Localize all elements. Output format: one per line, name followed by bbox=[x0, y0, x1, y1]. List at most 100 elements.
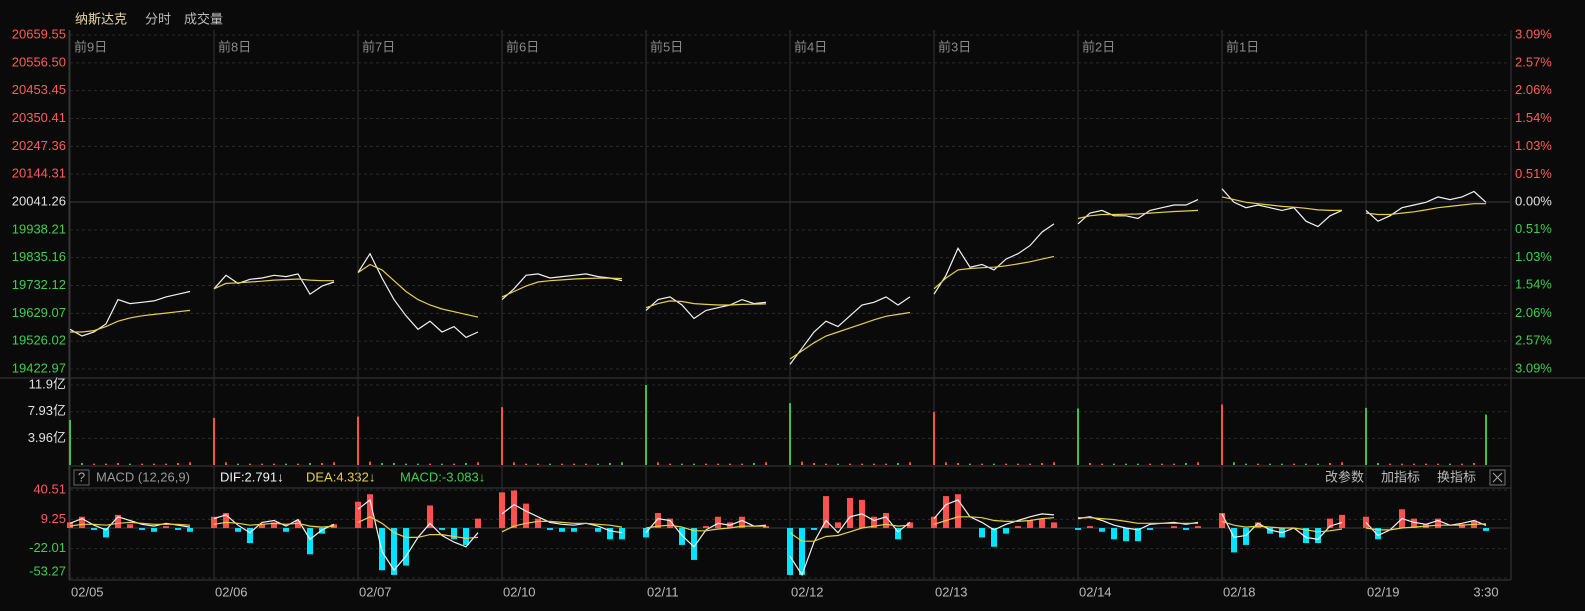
period-label: 前1日 bbox=[1226, 39, 1259, 54]
macd-bar bbox=[679, 528, 685, 545]
y2-tick-label: 2.06% bbox=[1515, 82, 1552, 97]
macd-bar bbox=[1375, 528, 1381, 540]
volume-bar bbox=[321, 462, 323, 465]
macd-bar bbox=[319, 528, 325, 534]
volume-bar bbox=[657, 462, 659, 465]
volume-bar bbox=[753, 462, 755, 465]
y-tick-label: 20041.26 bbox=[12, 193, 66, 208]
volume-bar bbox=[1365, 407, 1367, 465]
macd-bar bbox=[235, 528, 241, 532]
volume-bar bbox=[717, 463, 719, 465]
volume-bar bbox=[1041, 462, 1043, 465]
volume-bar bbox=[1137, 463, 1139, 465]
y-tick-label: 40.51 bbox=[33, 481, 66, 496]
volume-bar bbox=[681, 463, 683, 465]
volume-bar bbox=[861, 463, 863, 465]
macd-bar bbox=[523, 503, 529, 529]
volume-bar bbox=[1329, 462, 1331, 465]
macd-bar bbox=[931, 516, 937, 529]
volume-bar bbox=[1377, 462, 1379, 465]
macd-bar bbox=[1099, 528, 1105, 532]
y2-tick-label: 1.03% bbox=[1515, 138, 1552, 153]
tab[interactable]: 成交量 bbox=[184, 11, 223, 26]
macd-bar bbox=[655, 512, 661, 529]
macd-bar bbox=[823, 496, 829, 529]
y-tick-label: 20556.50 bbox=[12, 54, 66, 69]
help-button[interactable]: ? bbox=[78, 469, 85, 484]
volume-bar bbox=[309, 462, 311, 465]
macd-bar bbox=[607, 528, 613, 540]
y2-tick-label: 3.09% bbox=[1515, 26, 1552, 41]
macd-bar bbox=[1411, 518, 1417, 529]
volume-bar bbox=[1005, 463, 1007, 465]
volume-bar bbox=[417, 463, 419, 465]
macd-bar bbox=[1171, 526, 1177, 529]
y-tick-label: -22.01 bbox=[29, 540, 66, 555]
macd-bar bbox=[943, 496, 949, 529]
period-label: 前5日 bbox=[650, 39, 683, 54]
volume-bar bbox=[561, 463, 563, 465]
volume-bar bbox=[609, 462, 611, 465]
toolbar-button[interactable]: 改参数 bbox=[1325, 469, 1364, 484]
volume-bar bbox=[333, 462, 335, 465]
volume-bar bbox=[477, 462, 479, 465]
volume-bar bbox=[1389, 463, 1391, 465]
macd-bar bbox=[643, 528, 649, 538]
volume-bar bbox=[945, 462, 947, 465]
x-tick-label: 02/18 bbox=[1223, 584, 1256, 599]
volume-bar bbox=[1269, 463, 1271, 465]
macd-bar bbox=[1039, 518, 1045, 529]
volume-bar bbox=[525, 463, 527, 465]
macd-bar bbox=[355, 501, 361, 529]
volume-bar bbox=[897, 462, 899, 465]
toolbar-button[interactable]: 加指标 bbox=[1381, 469, 1420, 484]
volume-bar bbox=[189, 462, 191, 465]
macd-bar bbox=[1003, 528, 1009, 534]
volume-bar bbox=[621, 462, 623, 465]
macd-bar bbox=[403, 528, 409, 566]
volume-bar bbox=[1485, 414, 1487, 465]
volume-bar bbox=[1173, 463, 1175, 465]
macd-bar bbox=[811, 528, 817, 530]
macd-bar bbox=[163, 526, 169, 529]
macd-bar bbox=[1255, 522, 1261, 529]
close-box[interactable] bbox=[1489, 469, 1506, 486]
macd-bar bbox=[787, 528, 793, 575]
title: 纳斯达克 bbox=[75, 11, 127, 26]
volume-bar bbox=[69, 419, 71, 465]
macd-bar bbox=[1363, 516, 1369, 529]
macd-bar bbox=[547, 528, 553, 530]
period-label: 前8日 bbox=[218, 39, 251, 54]
macd-bar bbox=[223, 512, 229, 529]
toolbar-button[interactable]: 换指标 bbox=[1437, 469, 1476, 484]
macd-bar bbox=[115, 514, 121, 529]
volume-bar bbox=[873, 463, 875, 465]
volume-bar bbox=[1017, 463, 1019, 465]
volume-bar bbox=[1305, 463, 1307, 465]
close-button[interactable] bbox=[1489, 469, 1506, 486]
macd-bar bbox=[991, 528, 997, 547]
volume-bar bbox=[1101, 463, 1103, 465]
volume-bar bbox=[1125, 463, 1127, 465]
volume-bar bbox=[909, 462, 911, 465]
volume-bar bbox=[1257, 463, 1259, 465]
volume-bar bbox=[537, 463, 539, 465]
macd-bar bbox=[391, 528, 397, 575]
macd-bar bbox=[1267, 528, 1273, 534]
close-icon[interactable] bbox=[1492, 472, 1503, 483]
volume-bar bbox=[153, 463, 155, 465]
tab[interactable]: 分时 bbox=[145, 11, 171, 26]
macd-bar bbox=[439, 528, 445, 530]
period-label: 前6日 bbox=[506, 39, 539, 54]
volume-bar bbox=[1197, 462, 1199, 465]
macd-bar bbox=[847, 497, 853, 529]
y-tick-label: -53.27 bbox=[29, 563, 66, 578]
macd-bar bbox=[1339, 514, 1345, 529]
y-tick-label: 20350.41 bbox=[12, 110, 66, 125]
x-tick-label: 02/05 bbox=[71, 584, 104, 599]
macd-bar bbox=[739, 516, 745, 529]
help-box[interactable] bbox=[73, 469, 90, 486]
macd-bar bbox=[1135, 528, 1141, 542]
